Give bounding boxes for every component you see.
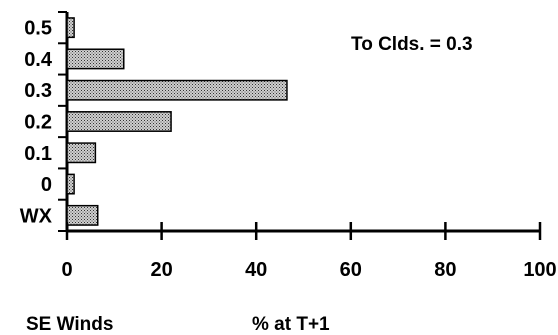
annotation-text: To Clds. = 0.3	[351, 34, 473, 55]
x-tick-label: 0	[61, 259, 72, 281]
y-category-label: 0.2	[24, 112, 52, 134]
y-category-label: 0	[41, 174, 52, 196]
y-category-label: 0.5	[24, 18, 52, 40]
x-tick-label: 80	[434, 259, 456, 281]
bar-0	[66, 173, 75, 195]
bars	[66, 17, 288, 226]
y-category-label: 0.4	[24, 49, 53, 71]
bar-0.1	[66, 142, 97, 164]
x-tick-label: 100	[523, 259, 556, 281]
x-axis-label: % at T+1	[252, 314, 330, 335]
y-category-label: 0.3	[24, 80, 52, 102]
x-tick-marks	[65, 222, 542, 240]
bar-WX	[66, 204, 99, 226]
x-tick-label: 20	[150, 259, 172, 281]
bar-0.3	[66, 79, 288, 101]
y-category-labels: 0.5 0.4 0.3 0.2 0.1 0 WX	[20, 18, 53, 228]
x-tick-label: 60	[340, 259, 362, 281]
y-category-label: 0.1	[24, 143, 52, 165]
x-tick-label: 40	[245, 259, 267, 281]
bar-0.5	[66, 17, 75, 39]
footnote-left: SE Winds	[26, 314, 113, 335]
y-category-label: WX	[20, 205, 53, 227]
x-tick-labels: 0 20 40 60 80 100	[61, 259, 556, 281]
bar-0.4	[66, 48, 125, 70]
bar-0.2	[66, 111, 172, 132]
